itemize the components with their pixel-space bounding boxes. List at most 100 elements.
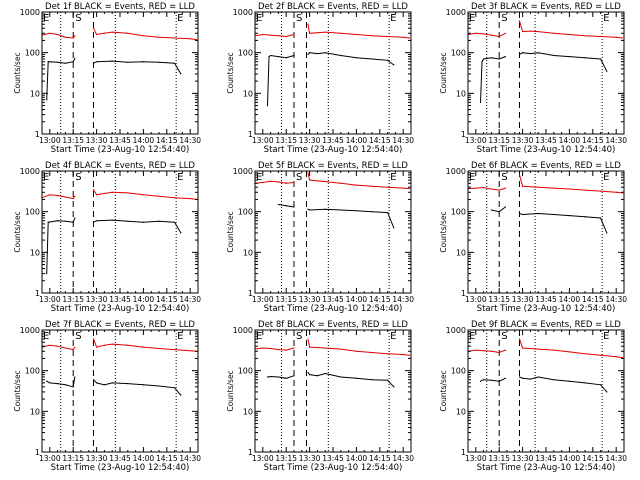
panel-3-lld-point-4 bbox=[498, 35, 500, 38]
panel-1-xtick-label-5: 14:15 bbox=[156, 136, 178, 145]
panel-3-ytick-label-3: 1000 bbox=[446, 8, 466, 17]
panel-4-xlabel: Start Time (23-Aug-10 12:54:40) bbox=[51, 304, 190, 314]
panel-7-lld-point-9 bbox=[111, 343, 113, 345]
panel-8-lld-point-13 bbox=[402, 353, 404, 356]
panel-3-lld-point-1 bbox=[475, 32, 477, 34]
panel-5-lld-point-13 bbox=[402, 187, 404, 189]
panel-4-events-point-7 bbox=[96, 220, 98, 222]
panel-7-events-point-8 bbox=[103, 384, 105, 386]
panel-2-events-point-14 bbox=[393, 64, 395, 66]
panel-5-xtick-label-5: 14:15 bbox=[369, 295, 391, 304]
panel-9-ylabel: Counts/sec bbox=[439, 370, 448, 411]
panel-8-xtick-label-0: 13:00 bbox=[252, 454, 274, 463]
panel-6-ytick-label-1: 10 bbox=[456, 248, 466, 257]
panel-6-xtick-label-1: 13:15 bbox=[488, 295, 510, 304]
panel-2-events-point-4 bbox=[285, 57, 287, 59]
panel-3-events-point-8 bbox=[529, 52, 532, 55]
panel-6-lld-point-1 bbox=[475, 187, 477, 189]
panel-1-start-marker-left: E bbox=[43, 13, 49, 24]
panel-2-xtick-label-2: 13:30 bbox=[299, 136, 321, 145]
panel-2-start-marker: S bbox=[296, 13, 302, 24]
panel-5-events-point-0 bbox=[277, 203, 279, 206]
panel-6-lld-point-4 bbox=[498, 189, 500, 191]
panel-8-events-point-13 bbox=[393, 386, 395, 388]
panel-1-lld-point-15 bbox=[195, 38, 198, 41]
panel-9-lld-line-a bbox=[467, 349, 506, 354]
panel-4-xtick-label-3: 13:45 bbox=[109, 295, 131, 304]
panel-2-events-point-9 bbox=[324, 52, 326, 54]
panel-2-events-point-1 bbox=[268, 56, 270, 58]
panel-2-lld-point-15 bbox=[408, 37, 411, 39]
panel-4-ytick-label-0: 1 bbox=[35, 289, 40, 298]
panel-9-events-line-b bbox=[519, 376, 608, 393]
panel-6-lld-point-7 bbox=[522, 185, 524, 187]
panel-1-lld-point-11 bbox=[142, 35, 144, 37]
panel-1-ytick-label-0: 1 bbox=[35, 130, 40, 139]
panel-8-events-point-12 bbox=[387, 379, 389, 381]
panel-4-events-point-1 bbox=[47, 221, 49, 223]
panel-7-lld-point-7 bbox=[96, 346, 98, 348]
panel-2-events-point-11 bbox=[355, 57, 357, 59]
panel-9-xtick-label-4: 14:00 bbox=[559, 454, 581, 463]
panel-5-events-point-2 bbox=[293, 206, 295, 208]
panel-8-events-point-7 bbox=[316, 375, 318, 377]
panel-7-ytick-label-2: 100 bbox=[25, 367, 40, 376]
panel-1-lld-point-9 bbox=[111, 31, 113, 33]
panel-7-events-point-7 bbox=[96, 382, 98, 384]
panel-4-lld-point-1 bbox=[49, 194, 51, 196]
panel-9-lld-point-12 bbox=[600, 354, 602, 356]
panel-6-events-point-0 bbox=[490, 209, 492, 211]
panel-6-ylabel: Counts/sec bbox=[439, 211, 448, 252]
panel-1-start-marker: S bbox=[75, 13, 81, 24]
panel-7-lld-point-1 bbox=[49, 344, 51, 346]
panel-2-lld-point-4 bbox=[285, 35, 287, 38]
panel-8-events-line-a bbox=[267, 375, 295, 379]
panel-9-end-marker: E bbox=[603, 331, 609, 342]
panel-5-end-marker: E bbox=[390, 172, 396, 183]
panel-2-ytick-label-1: 10 bbox=[243, 89, 253, 98]
panel-6-ytick-label-2: 100 bbox=[451, 208, 466, 217]
panel-7-xtick-label-6: 14:30 bbox=[179, 454, 201, 463]
panel-3-ytick-label-1: 10 bbox=[456, 89, 466, 98]
panel-1-xtick-label-1: 13:15 bbox=[62, 136, 84, 145]
panel-4-events-point-8 bbox=[111, 219, 113, 221]
panel-4-events-line-b bbox=[93, 219, 182, 234]
panel-9-xtick-label-6: 14:30 bbox=[605, 454, 627, 463]
panel-7-events-line-b bbox=[93, 379, 182, 396]
panel-4-lld-point-2 bbox=[57, 194, 59, 197]
panel-8-xtick-label-1: 13:15 bbox=[275, 454, 297, 463]
panel-1-ylabel: Counts/sec bbox=[13, 52, 22, 93]
panel-2-xtick-label-3: 13:45 bbox=[322, 136, 344, 145]
panel-1-lld-point-5 bbox=[74, 35, 76, 37]
panel-6-xtick-label-5: 14:15 bbox=[582, 295, 604, 304]
panel-5-title: Det 5f BLACK = Events, RED = LLD bbox=[258, 161, 408, 171]
panel-8-xtick-label-2: 13:30 bbox=[299, 454, 321, 463]
panel-6-xtick-label-4: 14:00 bbox=[559, 295, 581, 304]
panel-4-events-point-9 bbox=[127, 220, 129, 222]
panel-9-ytick-label-3: 1000 bbox=[446, 326, 466, 335]
panel-1-events-point-9 bbox=[127, 61, 129, 63]
panel-1-lld-point-14 bbox=[189, 38, 191, 40]
panel-3-events-point-0 bbox=[479, 101, 482, 103]
panel-1-lld-point-3 bbox=[64, 36, 66, 38]
panel-5-xtick-label-4: 14:00 bbox=[346, 295, 368, 304]
panel-9-xtick-label-1: 13:15 bbox=[488, 454, 510, 463]
panel-6-lld-point-13 bbox=[615, 191, 617, 193]
panel-2-lld-point-11 bbox=[355, 33, 357, 36]
panel-4-events-point-2 bbox=[57, 220, 59, 222]
panel-3-lld-point-7 bbox=[522, 30, 524, 33]
panel-9-lld-point-10 bbox=[568, 351, 571, 353]
panel-5-lld-point-10 bbox=[355, 184, 357, 186]
panel-3-lld-line-b bbox=[519, 20, 623, 39]
panel-1-xtick-label-6: 14:30 bbox=[179, 136, 201, 145]
panel-2-lld-point-6 bbox=[307, 23, 309, 25]
panel-1-events-point-7 bbox=[96, 61, 98, 63]
panel-4-lld-point-10 bbox=[127, 192, 129, 194]
panel-6-events-line-a bbox=[491, 206, 506, 213]
panel-4-start-marker-left: E bbox=[43, 172, 49, 183]
panel-7-lld-line-a bbox=[41, 344, 76, 351]
panel-9-lld-point-4 bbox=[498, 351, 500, 354]
panel-2-events-point-6 bbox=[307, 53, 309, 56]
panel-2-xtick-label-1: 13:15 bbox=[275, 136, 297, 145]
panel-4-xtick-label-4: 14:00 bbox=[133, 295, 155, 304]
